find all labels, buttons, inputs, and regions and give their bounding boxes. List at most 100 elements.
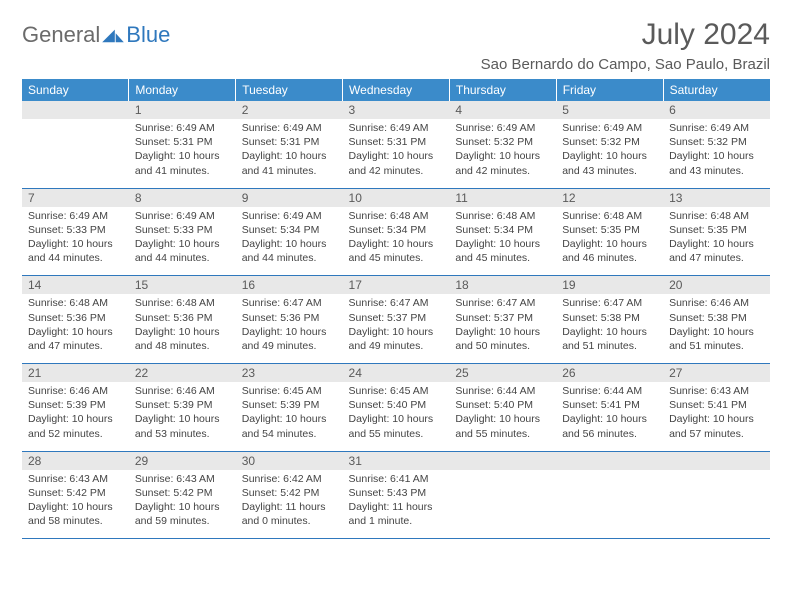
day-cell	[449, 470, 556, 539]
title-block: July 2024 Sao Bernardo do Campo, Sao Pau…	[481, 18, 770, 73]
day-cell: Sunrise: 6:48 AM Sunset: 5:36 PM Dayligh…	[129, 294, 236, 363]
day-cell: Sunrise: 6:49 AM Sunset: 5:31 PM Dayligh…	[129, 119, 236, 188]
day-cell-text: Sunrise: 6:46 AM Sunset: 5:38 PM Dayligh…	[663, 294, 770, 357]
col-sunday: Sunday	[22, 79, 129, 101]
day-cell-text: Sunrise: 6:48 AM Sunset: 5:35 PM Dayligh…	[663, 207, 770, 270]
day-cell-text: Sunrise: 6:43 AM Sunset: 5:41 PM Dayligh…	[663, 382, 770, 445]
week-row: Sunrise: 6:46 AM Sunset: 5:39 PM Dayligh…	[22, 382, 770, 451]
day-cell: Sunrise: 6:49 AM Sunset: 5:32 PM Dayligh…	[449, 119, 556, 188]
day-cell-text: Sunrise: 6:46 AM Sunset: 5:39 PM Dayligh…	[22, 382, 129, 445]
day-cell: Sunrise: 6:45 AM Sunset: 5:40 PM Dayligh…	[343, 382, 450, 451]
logo-text-blue: Blue	[126, 22, 170, 48]
day-number: 25	[449, 364, 556, 383]
daynum-row: 21222324252627	[22, 364, 770, 383]
day-number: 30	[236, 451, 343, 470]
day-cell: Sunrise: 6:49 AM Sunset: 5:32 PM Dayligh…	[663, 119, 770, 188]
day-cell-text: Sunrise: 6:44 AM Sunset: 5:41 PM Dayligh…	[556, 382, 663, 445]
day-cell-text: Sunrise: 6:49 AM Sunset: 5:34 PM Dayligh…	[236, 207, 343, 270]
day-cell-text: Sunrise: 6:48 AM Sunset: 5:34 PM Dayligh…	[449, 207, 556, 270]
day-cell-text: Sunrise: 6:41 AM Sunset: 5:43 PM Dayligh…	[343, 470, 450, 533]
col-wednesday: Wednesday	[343, 79, 450, 101]
day-cell-text: Sunrise: 6:49 AM Sunset: 5:31 PM Dayligh…	[343, 119, 450, 182]
day-number	[449, 451, 556, 470]
day-cell-text	[663, 470, 770, 476]
day-cell: Sunrise: 6:43 AM Sunset: 5:42 PM Dayligh…	[129, 470, 236, 539]
day-cell: Sunrise: 6:48 AM Sunset: 5:35 PM Dayligh…	[663, 207, 770, 276]
day-number: 24	[343, 364, 450, 383]
week-row: Sunrise: 6:49 AM Sunset: 5:31 PM Dayligh…	[22, 119, 770, 188]
day-cell: Sunrise: 6:44 AM Sunset: 5:41 PM Dayligh…	[556, 382, 663, 451]
day-cell-text: Sunrise: 6:49 AM Sunset: 5:33 PM Dayligh…	[22, 207, 129, 270]
day-cell: Sunrise: 6:43 AM Sunset: 5:41 PM Dayligh…	[663, 382, 770, 451]
day-number: 16	[236, 276, 343, 295]
day-number: 6	[663, 101, 770, 119]
day-cell-text: Sunrise: 6:49 AM Sunset: 5:33 PM Dayligh…	[129, 207, 236, 270]
day-number: 3	[343, 101, 450, 119]
day-number: 8	[129, 188, 236, 207]
day-cell-text: Sunrise: 6:43 AM Sunset: 5:42 PM Dayligh…	[129, 470, 236, 533]
calendar-table: Sunday Monday Tuesday Wednesday Thursday…	[22, 79, 770, 539]
logo-triangle-icon	[102, 26, 124, 44]
col-tuesday: Tuesday	[236, 79, 343, 101]
day-cell	[22, 119, 129, 188]
day-number: 1	[129, 101, 236, 119]
logo: General Blue	[22, 18, 170, 48]
day-cell: Sunrise: 6:44 AM Sunset: 5:40 PM Dayligh…	[449, 382, 556, 451]
day-cell-text	[449, 470, 556, 476]
day-cell: Sunrise: 6:49 AM Sunset: 5:32 PM Dayligh…	[556, 119, 663, 188]
day-cell-text: Sunrise: 6:45 AM Sunset: 5:40 PM Dayligh…	[343, 382, 450, 445]
day-number: 9	[236, 188, 343, 207]
day-cell: Sunrise: 6:43 AM Sunset: 5:42 PM Dayligh…	[22, 470, 129, 539]
day-number: 18	[449, 276, 556, 295]
header-row: Sunday Monday Tuesday Wednesday Thursday…	[22, 79, 770, 101]
header: General Blue July 2024 Sao Bernardo do C…	[22, 18, 770, 73]
day-cell: Sunrise: 6:45 AM Sunset: 5:39 PM Dayligh…	[236, 382, 343, 451]
month-title: July 2024	[481, 18, 770, 52]
day-number: 13	[663, 188, 770, 207]
day-cell-text: Sunrise: 6:47 AM Sunset: 5:37 PM Dayligh…	[343, 294, 450, 357]
day-cell: Sunrise: 6:47 AM Sunset: 5:36 PM Dayligh…	[236, 294, 343, 363]
day-cell: Sunrise: 6:47 AM Sunset: 5:37 PM Dayligh…	[343, 294, 450, 363]
day-cell: Sunrise: 6:48 AM Sunset: 5:34 PM Dayligh…	[343, 207, 450, 276]
daynum-row: 14151617181920	[22, 276, 770, 295]
day-cell-text	[22, 119, 129, 125]
day-cell-text: Sunrise: 6:43 AM Sunset: 5:42 PM Dayligh…	[22, 470, 129, 533]
day-cell: Sunrise: 6:49 AM Sunset: 5:31 PM Dayligh…	[343, 119, 450, 188]
day-cell-text: Sunrise: 6:48 AM Sunset: 5:35 PM Dayligh…	[556, 207, 663, 270]
location-text: Sao Bernardo do Campo, Sao Paulo, Brazil	[481, 56, 770, 73]
day-cell-text: Sunrise: 6:42 AM Sunset: 5:42 PM Dayligh…	[236, 470, 343, 533]
day-cell-text: Sunrise: 6:47 AM Sunset: 5:38 PM Dayligh…	[556, 294, 663, 357]
day-cell-text: Sunrise: 6:49 AM Sunset: 5:32 PM Dayligh…	[449, 119, 556, 182]
day-cell-text: Sunrise: 6:48 AM Sunset: 5:36 PM Dayligh…	[22, 294, 129, 357]
day-cell: Sunrise: 6:48 AM Sunset: 5:35 PM Dayligh…	[556, 207, 663, 276]
day-cell	[556, 470, 663, 539]
day-cell-text: Sunrise: 6:49 AM Sunset: 5:32 PM Dayligh…	[556, 119, 663, 182]
day-number: 12	[556, 188, 663, 207]
week-row: Sunrise: 6:43 AM Sunset: 5:42 PM Dayligh…	[22, 470, 770, 539]
day-number: 2	[236, 101, 343, 119]
day-number: 5	[556, 101, 663, 119]
daynum-row: 78910111213	[22, 188, 770, 207]
day-cell-text: Sunrise: 6:49 AM Sunset: 5:32 PM Dayligh…	[663, 119, 770, 182]
week-row: Sunrise: 6:49 AM Sunset: 5:33 PM Dayligh…	[22, 207, 770, 276]
day-number: 19	[556, 276, 663, 295]
day-cell: Sunrise: 6:47 AM Sunset: 5:37 PM Dayligh…	[449, 294, 556, 363]
day-cell-text: Sunrise: 6:48 AM Sunset: 5:34 PM Dayligh…	[343, 207, 450, 270]
day-cell: Sunrise: 6:49 AM Sunset: 5:33 PM Dayligh…	[129, 207, 236, 276]
day-number: 23	[236, 364, 343, 383]
day-cell: Sunrise: 6:46 AM Sunset: 5:38 PM Dayligh…	[663, 294, 770, 363]
day-number: 29	[129, 451, 236, 470]
day-number: 4	[449, 101, 556, 119]
day-cell: Sunrise: 6:49 AM Sunset: 5:33 PM Dayligh…	[22, 207, 129, 276]
day-number: 10	[343, 188, 450, 207]
day-number: 7	[22, 188, 129, 207]
day-cell-text: Sunrise: 6:48 AM Sunset: 5:36 PM Dayligh…	[129, 294, 236, 357]
day-number: 22	[129, 364, 236, 383]
day-cell: Sunrise: 6:46 AM Sunset: 5:39 PM Dayligh…	[22, 382, 129, 451]
day-number: 21	[22, 364, 129, 383]
day-cell: Sunrise: 6:49 AM Sunset: 5:34 PM Dayligh…	[236, 207, 343, 276]
day-cell-text: Sunrise: 6:44 AM Sunset: 5:40 PM Dayligh…	[449, 382, 556, 445]
day-number	[663, 451, 770, 470]
day-number: 31	[343, 451, 450, 470]
day-number: 20	[663, 276, 770, 295]
